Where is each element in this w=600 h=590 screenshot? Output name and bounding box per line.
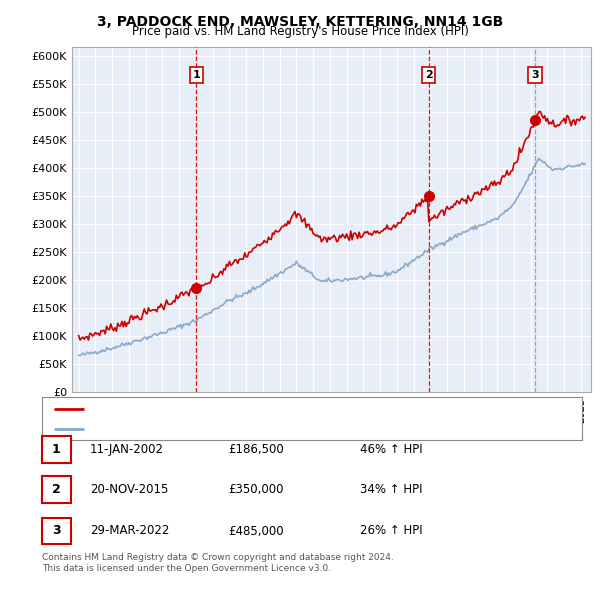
Text: 2: 2 bbox=[425, 70, 433, 80]
Text: 11-JAN-2002: 11-JAN-2002 bbox=[90, 443, 164, 456]
Text: 46% ↑ HPI: 46% ↑ HPI bbox=[360, 443, 422, 456]
Text: 3: 3 bbox=[531, 70, 539, 80]
Text: HPI: Average price, detached house, North Northamptonshire: HPI: Average price, detached house, Nort… bbox=[90, 424, 396, 434]
Text: 29-MAR-2022: 29-MAR-2022 bbox=[90, 525, 169, 537]
Text: Price paid vs. HM Land Registry's House Price Index (HPI): Price paid vs. HM Land Registry's House … bbox=[131, 25, 469, 38]
Text: 1: 1 bbox=[193, 70, 200, 80]
Text: 3, PADDOCK END, MAWSLEY, KETTERING, NN14 1GB (detached house): 3, PADDOCK END, MAWSLEY, KETTERING, NN14… bbox=[90, 404, 442, 414]
Text: 20-NOV-2015: 20-NOV-2015 bbox=[90, 483, 169, 496]
Text: 26% ↑ HPI: 26% ↑ HPI bbox=[360, 525, 422, 537]
Text: 2: 2 bbox=[52, 483, 61, 496]
Text: £186,500: £186,500 bbox=[228, 443, 284, 456]
Text: £350,000: £350,000 bbox=[228, 483, 284, 496]
Text: 34% ↑ HPI: 34% ↑ HPI bbox=[360, 483, 422, 496]
Text: Contains HM Land Registry data © Crown copyright and database right 2024.: Contains HM Land Registry data © Crown c… bbox=[42, 553, 394, 562]
Text: £485,000: £485,000 bbox=[228, 525, 284, 537]
Text: 3, PADDOCK END, MAWSLEY, KETTERING, NN14 1GB: 3, PADDOCK END, MAWSLEY, KETTERING, NN14… bbox=[97, 15, 503, 29]
Text: This data is licensed under the Open Government Licence v3.0.: This data is licensed under the Open Gov… bbox=[42, 565, 331, 573]
Text: 3: 3 bbox=[52, 525, 61, 537]
Text: 1: 1 bbox=[52, 443, 61, 456]
